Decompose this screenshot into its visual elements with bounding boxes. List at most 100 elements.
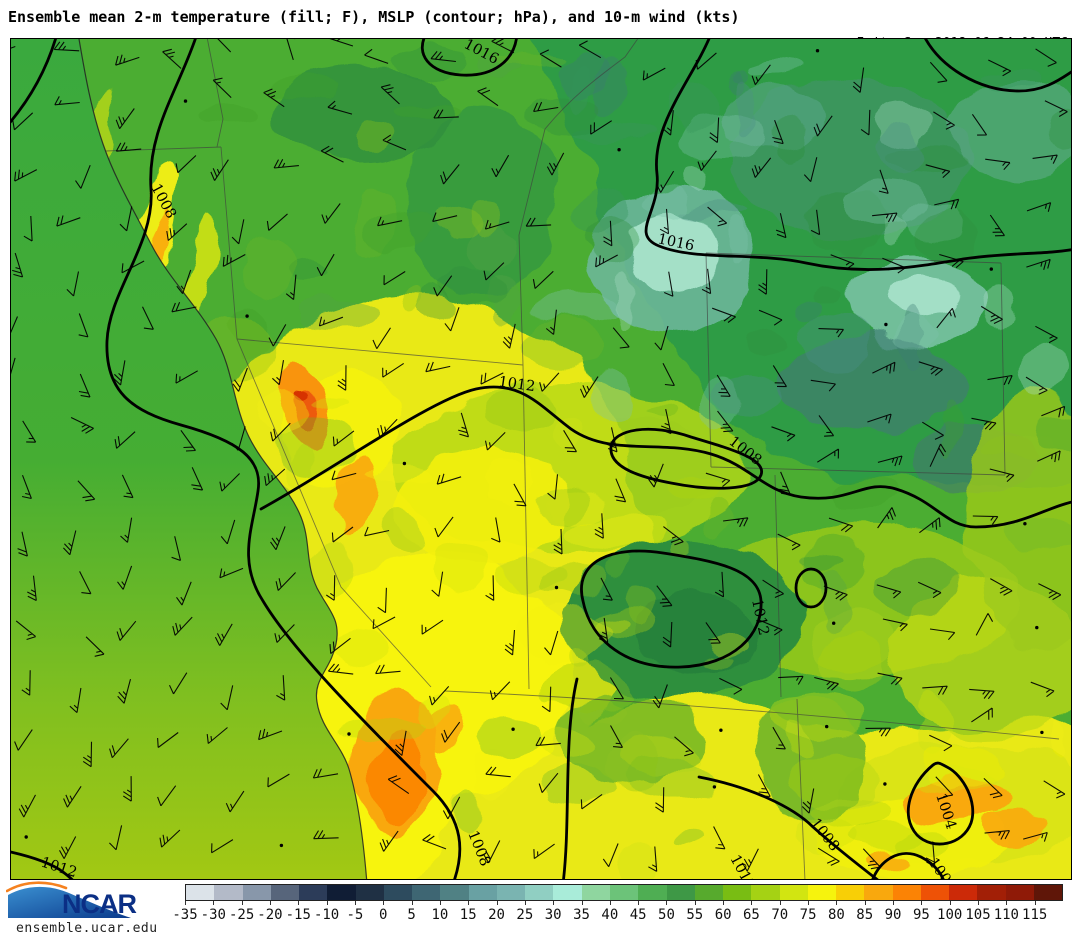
calm-wind-dot — [402, 461, 407, 466]
ncar-orange-arc — [5, 881, 68, 893]
colorbar-tick-label: 115 — [1022, 907, 1048, 923]
calm-wind-dot — [24, 835, 28, 839]
colorbar-cell — [723, 885, 752, 900]
colorbar-tick-label: 25 — [516, 907, 534, 923]
colorbar-tick-label: 50 — [658, 907, 675, 923]
calm-wind-dot — [1023, 522, 1027, 526]
colorbar-cell — [327, 885, 356, 900]
colorbar-cell — [468, 885, 497, 900]
colorbar-cell — [299, 885, 328, 900]
colorbar-tick-label: 40 — [601, 907, 619, 923]
colorbar-cell — [1033, 885, 1063, 900]
colorbar-cell — [807, 885, 837, 900]
colorbar-tick-label: -10 — [313, 907, 340, 923]
colorbar-tick-label: 95 — [912, 907, 930, 923]
colorbar-tick-label: 55 — [686, 907, 704, 923]
colorbar-tick-label: 15 — [459, 907, 477, 923]
calm-wind-dot — [884, 322, 888, 327]
footer: NCAR ensemble.ucar.edu -35 -30 -25 -20 -15 -1… — [0, 880, 1080, 936]
colorbar-cell — [412, 885, 441, 900]
calm-wind-dot — [347, 732, 351, 736]
calm-wind-dot — [1040, 730, 1044, 735]
calm-wind-dot — [815, 49, 820, 53]
colorbar-cell — [892, 885, 921, 900]
calm-wind-dot — [554, 585, 559, 590]
colorbar-tick-label: 35 — [573, 907, 590, 923]
colorbar-cell — [525, 885, 554, 900]
colorbar-labels: -35 -30 -25 -20 -15 -10 -5 0 5 10 15 20 25 30 35 40 45 50… — [172, 905, 1063, 923]
colorbar-cell — [553, 885, 582, 900]
header: Ensemble mean 2-m temperature (fill; F),… — [0, 0, 1080, 99]
calm-wind-dot — [617, 148, 621, 152]
product-title: Ensemble mean 2-m temperature (fill; F),… — [8, 8, 740, 26]
colorbar-cell — [242, 885, 271, 900]
calm-wind-dot — [712, 785, 717, 789]
colorbar-tick-label: 30 — [544, 907, 562, 923]
colorbar-cell — [355, 885, 384, 900]
colorbar-cell — [779, 885, 808, 900]
coastline — [78, 39, 368, 879]
wind-barbs — [11, 39, 1068, 872]
colorbar-tick-label: 65 — [743, 907, 760, 923]
calm-wind-dot — [511, 727, 515, 731]
colorbar-tick-label: -5 — [346, 907, 364, 923]
map-panel: 1016 1008 1016 1012 1008 1012 1004 1008 1012 1008… — [10, 38, 1072, 880]
site-url[interactable]: ensemble.ucar.edu — [16, 921, 158, 936]
colorbar-cell — [383, 885, 413, 900]
colorbar-cell — [581, 885, 610, 900]
colorbar-tick-label: 20 — [488, 907, 505, 923]
ncar-logo-graphic: NCAR — [5, 881, 137, 919]
colorbar-tick-label: 85 — [856, 907, 874, 923]
colorbar-tick-label: 5 — [407, 907, 416, 923]
colorbar-tick-label: -30 — [200, 907, 226, 923]
colorbar-cell — [920, 885, 950, 900]
colorbar-tick-label: 70 — [771, 907, 789, 923]
colorbar-cell — [836, 885, 865, 900]
calm-wind-dot — [279, 843, 284, 848]
colorbar-tick-label: 75 — [799, 907, 817, 923]
colorbar-cell — [666, 885, 695, 900]
calm-wind-dot — [832, 621, 836, 625]
calm-wind-dot — [245, 314, 249, 318]
colorbar-tick-label: 110 — [993, 907, 1019, 923]
colorbar-cell — [694, 885, 724, 900]
colorbar-tick-label: 60 — [714, 907, 732, 923]
mslp-contours — [11, 39, 1071, 879]
contour-label: 1012 — [497, 374, 536, 395]
colorbar-cell — [977, 885, 1006, 900]
contour-label: 1012 — [748, 598, 771, 637]
ncar-logo[interactable]: NCAR — [5, 880, 158, 920]
calm-wind-dot — [825, 724, 829, 729]
colorbar-tick-label: 0 — [379, 907, 388, 923]
colorbar-cell — [1005, 885, 1034, 900]
state-borders — [105, 39, 1060, 879]
wind-barbs-layer — [11, 39, 1068, 872]
colorbar-tick-label: 100 — [937, 907, 963, 923]
colorbar-cell — [214, 885, 243, 900]
weather-map: 1016100810161012100810121004100810121008… — [11, 39, 1071, 879]
calm-wind-dot — [183, 99, 188, 103]
temperature-colorbar: -35 -30 -25 -20 -15 -10 -5 0 5 10 15 20 25 30 35 40 45 50… — [172, 884, 1063, 932]
colorbar-cell — [440, 885, 469, 900]
calm-wind-dot — [719, 728, 723, 732]
colorbar-cells — [185, 884, 1063, 901]
colorbar-tick-label: 105 — [965, 907, 991, 923]
colorbar-tick-label: 10 — [431, 907, 449, 923]
colorbar-cell — [186, 885, 215, 900]
colorbar-tick-label: -35 — [172, 907, 198, 923]
colorbar-cell — [638, 885, 667, 900]
colorbar-tick-label: 80 — [827, 907, 845, 923]
colorbar-tick-label: 90 — [884, 907, 902, 923]
colorbar-cell — [751, 885, 780, 900]
ncar-swoosh — [8, 886, 131, 918]
colorbar-cell — [609, 885, 639, 900]
calm-wind-dot — [883, 782, 887, 786]
colorbar-tick-label: -15 — [285, 907, 311, 923]
colorbar-cell — [949, 885, 978, 900]
calm-wind-dot — [989, 267, 993, 271]
ncar-logo-text: NCAR — [62, 889, 136, 919]
calm-wind-dot — [1035, 625, 1039, 630]
colorbar-tick-label: 45 — [629, 907, 647, 923]
colorbar-ticks — [185, 901, 1063, 905]
colorbar-tick-label: -25 — [228, 907, 255, 923]
